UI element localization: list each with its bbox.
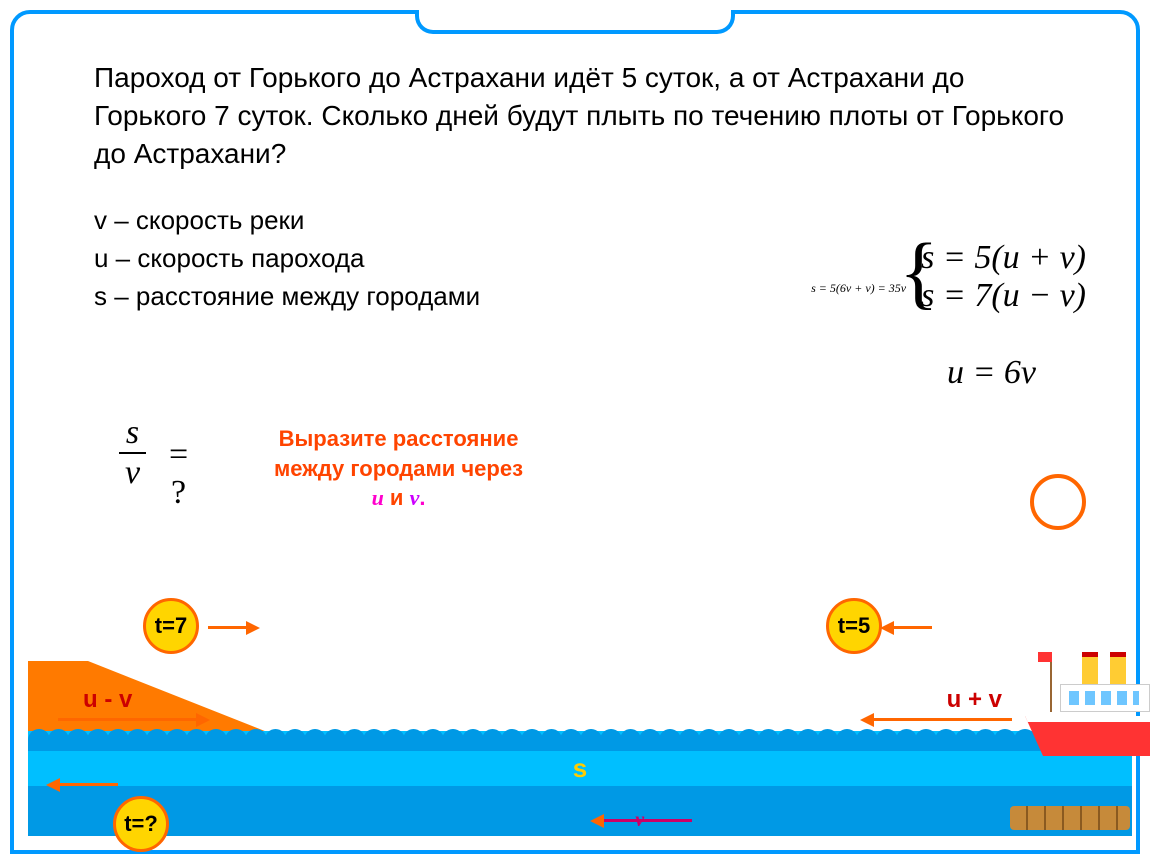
fraction-num: s (119, 414, 146, 454)
brace-icon: { (899, 235, 938, 309)
equation-small: s = 5(6v + v) = 35v (811, 281, 906, 296)
ship-cabin (1060, 684, 1150, 712)
label-u-plus-v: u + v (947, 686, 1002, 714)
frame-tab (415, 10, 735, 34)
ship-mast (1050, 657, 1052, 712)
arrow-t5 (892, 626, 932, 629)
fraction-eq: = ? (169, 436, 188, 512)
express-line1: Выразите расстояние (274, 424, 523, 454)
equation-2: s = 7(u − v) (921, 277, 1086, 315)
water-deep (28, 786, 1132, 836)
arrow-v (602, 819, 692, 822)
equation-1: s = 5(u + v) (921, 239, 1086, 277)
express-prompt: Выразите расстояние между городами через… (274, 424, 523, 513)
express-dot: . (419, 485, 425, 510)
label-s: s (573, 753, 587, 784)
arrow-t7 (208, 626, 248, 629)
ship-funnel-2 (1110, 652, 1126, 686)
express-line2: между городами через (274, 454, 523, 484)
arrow-u-plus-v (872, 718, 1012, 721)
express-and: и (384, 485, 410, 510)
highlight-circle (1030, 474, 1086, 530)
express-u: u (372, 485, 384, 510)
fraction-sv: s v = ? (119, 414, 146, 492)
label-u-minus-v: u - v (83, 686, 132, 714)
label-v: v (635, 809, 644, 832)
ship-icon (1010, 636, 1150, 756)
ship-flag (1038, 652, 1052, 662)
waves (28, 729, 1132, 749)
illustration: t=7 t=5 t=? u - v u + v s v (28, 606, 1132, 836)
badge-t5: t=5 (826, 598, 882, 654)
express-uv: u и v. (274, 483, 523, 513)
fraction-den: v (119, 454, 146, 492)
equation-system: { s = 5(u + v) s = 5(6v + v) = 35v s = 7… (921, 239, 1086, 315)
ship-funnel-1 (1082, 652, 1098, 686)
problem-text: Пароход от Горького до Астрахани идёт 5 … (94, 59, 1076, 172)
badge-t7: t=7 (143, 598, 199, 654)
equation-derived: u = 6v (947, 354, 1036, 392)
arrow-u-minus-v (58, 718, 198, 721)
ship-hull (1010, 716, 1150, 756)
slide-frame: Пароход от Горького до Астрахани идёт 5 … (10, 10, 1140, 854)
arrow-s (58, 783, 118, 786)
raft-icon (1010, 806, 1130, 830)
badge-tq: t=? (113, 796, 169, 852)
express-v: v (410, 485, 420, 510)
